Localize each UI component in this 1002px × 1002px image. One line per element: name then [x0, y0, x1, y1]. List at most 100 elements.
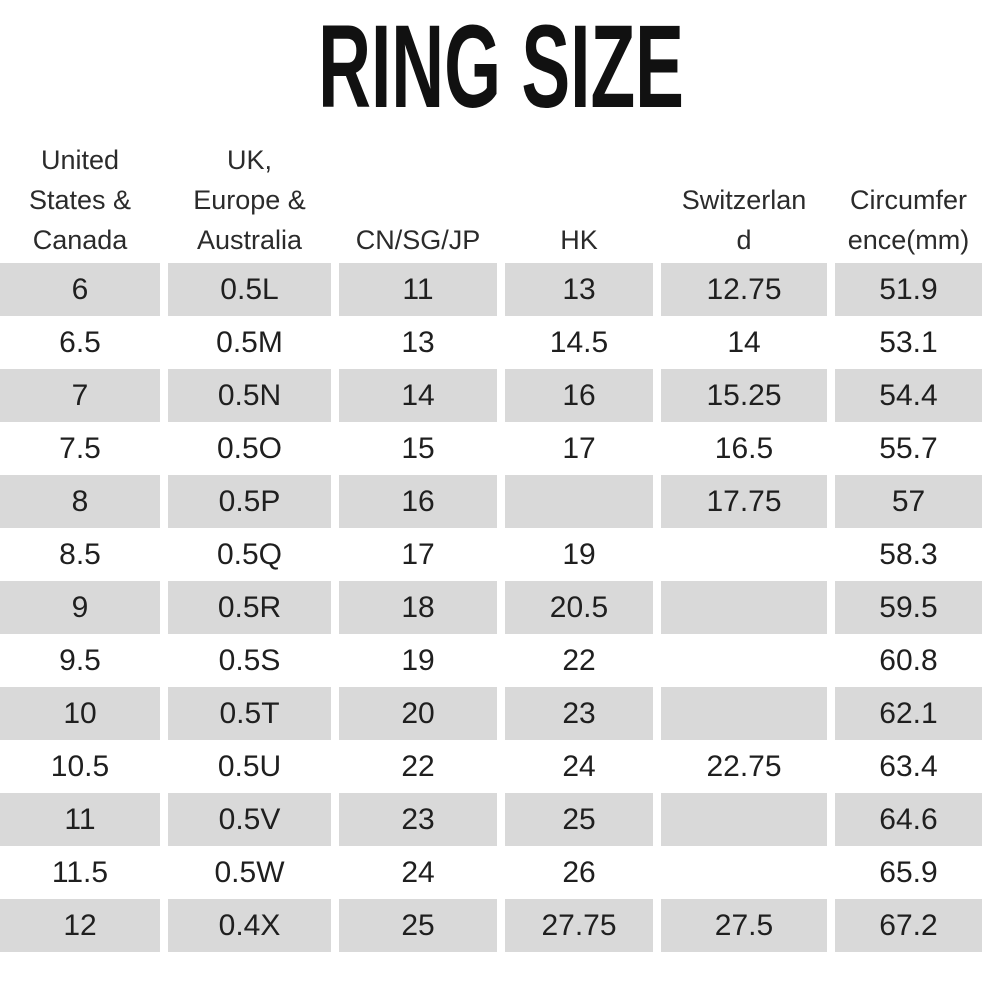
- table-cell-cn-sg-jp: 18: [339, 581, 497, 634]
- table-cell-uk-europe-australia: 0.5N: [168, 369, 331, 422]
- table-cell-cn-sg-jp: 15: [401, 431, 435, 465]
- table-cell-circumference-mm: 51.9: [835, 263, 982, 316]
- table-cell-cn-sg-jp: 20: [339, 687, 497, 740]
- table-cell-hk: 13: [505, 263, 653, 316]
- column-header-switzerland: Switzerlan d: [681, 185, 807, 255]
- table-cell-circumference-mm: 64.6: [835, 793, 982, 846]
- table-cell-hk: 22: [562, 643, 596, 677]
- table-row: 6.5 0.5M 13 14.5 14 53.1: [0, 316, 1002, 369]
- table-cell-circumference-mm: 59.5: [835, 581, 982, 634]
- table-row: 7.5 0.5O 15 17 16.5 55.7: [0, 422, 1002, 475]
- table-cell-hk: 25: [505, 793, 653, 846]
- table-cell-cn-sg-jp: 22: [401, 749, 435, 783]
- table-cell-uk-europe-australia: 0.5Q: [216, 537, 283, 571]
- table-cell-hk: 16: [505, 369, 653, 422]
- table-cell-circumference-mm: 53.1: [879, 325, 938, 359]
- table-row: 12 0.4X 25 27.75 27.5 67.2: [0, 899, 1002, 952]
- table-cell-us-canada: 8.5: [59, 537, 101, 571]
- table-row: 9 0.5R 18 20.5 59.5: [0, 581, 1002, 634]
- table-cell-switzerland: 22.75: [706, 749, 782, 783]
- table-cell-us-canada: 10: [0, 687, 160, 740]
- table-cell-switzerland: [661, 846, 827, 899]
- table-cell-uk-europe-australia: 0.4X: [168, 899, 331, 952]
- table-cell-switzerland: [661, 581, 827, 634]
- table-cell-us-canada: 7.5: [59, 431, 101, 465]
- table-cell-uk-europe-australia: 0.5T: [168, 687, 331, 740]
- table-cell-switzerland: 15.25: [661, 369, 827, 422]
- column-header-cn-sg-jp: CN/SG/JP: [355, 225, 481, 255]
- table-cell-circumference-mm: 63.4: [879, 749, 938, 783]
- table-cell-uk-europe-australia: 0.5M: [216, 325, 283, 359]
- table-cell-switzerland: 27.5: [661, 899, 827, 952]
- table-cell-cn-sg-jp: 24: [401, 855, 435, 889]
- table-cell-us-canada: 8: [0, 475, 160, 528]
- table-row: 6 0.5L 11 13 12.75 51.9: [0, 263, 1002, 316]
- table-row: 7 0.5N 14 16 15.25 54.4: [0, 369, 1002, 422]
- table-cell-hk: 19: [562, 537, 596, 571]
- table-cell-cn-sg-jp: 17: [401, 537, 435, 571]
- table-cell-hk: 26: [562, 855, 596, 889]
- table-cell-switzerland: [661, 793, 827, 846]
- column-header-uk-europe-australia: UK, Europe & Australia: [193, 145, 306, 255]
- table-cell-us-canada: 11: [0, 793, 160, 846]
- table-cell-circumference-mm: 67.2: [835, 899, 982, 952]
- table-cell-switzerland: [661, 528, 827, 581]
- table-cell-hk: 27.75: [505, 899, 653, 952]
- table-cell-switzerland: [661, 687, 827, 740]
- table-cell-hk: 23: [505, 687, 653, 740]
- table-cell-uk-europe-australia: 0.5P: [168, 475, 331, 528]
- table-cell-circumference-mm: 55.7: [879, 431, 938, 465]
- table-cell-uk-europe-australia: 0.5L: [168, 263, 331, 316]
- table-cell-circumference-mm: 65.9: [879, 855, 938, 889]
- table-row: 11.5 0.5W 24 26 65.9: [0, 846, 1002, 899]
- table-header-row: United States & Canada UK, Europe & Australia…: [0, 140, 1002, 263]
- table-body: 6 0.5L 11 13 12.75 51.9 6.5 0.5M 13 14.5 14 53.1 7 0.…: [0, 263, 1002, 952]
- table-row: 8.5 0.5Q 17 19 58.3: [0, 528, 1002, 581]
- table-cell-us-canada: 7: [0, 369, 160, 422]
- table-cell-us-canada: 10.5: [50, 749, 110, 783]
- table-cell-uk-europe-australia: 0.5U: [217, 749, 282, 783]
- table-cell-hk: 24: [562, 749, 596, 783]
- table-cell-hk: 14.5: [549, 325, 609, 359]
- column-header-us-canada: United States & Canada: [28, 145, 132, 255]
- table-row: 8 0.5P 16 17.75 57: [0, 475, 1002, 528]
- table-cell-switzerland: 14: [727, 325, 761, 359]
- table-cell-uk-europe-australia: 0.5O: [216, 431, 283, 465]
- table-cell-switzerland: [661, 634, 827, 687]
- table-cell-uk-europe-australia: 0.5V: [168, 793, 331, 846]
- table-row: 10 0.5T 20 23 62.1: [0, 687, 1002, 740]
- title-row: RING SIZE: [0, 8, 1002, 126]
- table-cell-switzerland: 17.75: [661, 475, 827, 528]
- table-cell-us-canada: 12: [0, 899, 160, 952]
- table-cell-cn-sg-jp: 25: [339, 899, 497, 952]
- table-row: 11 0.5V 23 25 64.6: [0, 793, 1002, 846]
- page-title: RING SIZE: [318, 1, 684, 133]
- table-cell-switzerland: 16.5: [714, 431, 774, 465]
- table-cell-circumference-mm: 60.8: [879, 643, 938, 677]
- ring-size-table: United States & Canada UK, Europe & Australia…: [0, 140, 1002, 952]
- ring-size-chart-page: RING SIZE United States & Canada UK, Europe …: [0, 8, 1002, 1002]
- table-cell-circumference-mm: 54.4: [835, 369, 982, 422]
- table-cell-us-canada: 9.5: [59, 643, 101, 677]
- table-cell-cn-sg-jp: 19: [401, 643, 435, 677]
- table-cell-uk-europe-australia: 0.5S: [218, 643, 281, 677]
- table-cell-cn-sg-jp: 14: [339, 369, 497, 422]
- table-cell-circumference-mm: 57: [835, 475, 982, 528]
- table-cell-us-canada: 6.5: [59, 325, 101, 359]
- table-cell-hk: 20.5: [505, 581, 653, 634]
- column-header-hk: HK: [560, 225, 598, 255]
- table-cell-switzerland: 12.75: [661, 263, 827, 316]
- table-cell-cn-sg-jp: 23: [339, 793, 497, 846]
- table-cell-cn-sg-jp: 13: [401, 325, 435, 359]
- table-cell-uk-europe-australia: 0.5R: [168, 581, 331, 634]
- table-cell-cn-sg-jp: 11: [339, 263, 497, 316]
- table-cell-circumference-mm: 62.1: [835, 687, 982, 740]
- table-row: 9.5 0.5S 19 22 60.8: [0, 634, 1002, 687]
- table-cell-uk-europe-australia: 0.5W: [214, 855, 285, 889]
- table-cell-us-canada: 11.5: [51, 855, 109, 889]
- table-row: 10.5 0.5U 22 24 22.75 63.4: [0, 740, 1002, 793]
- table-cell-cn-sg-jp: 16: [339, 475, 497, 528]
- table-cell-hk: 17: [562, 431, 596, 465]
- table-cell-us-canada: 9: [0, 581, 160, 634]
- column-header-circumference-mm: Circumfer ence(mm): [847, 185, 970, 255]
